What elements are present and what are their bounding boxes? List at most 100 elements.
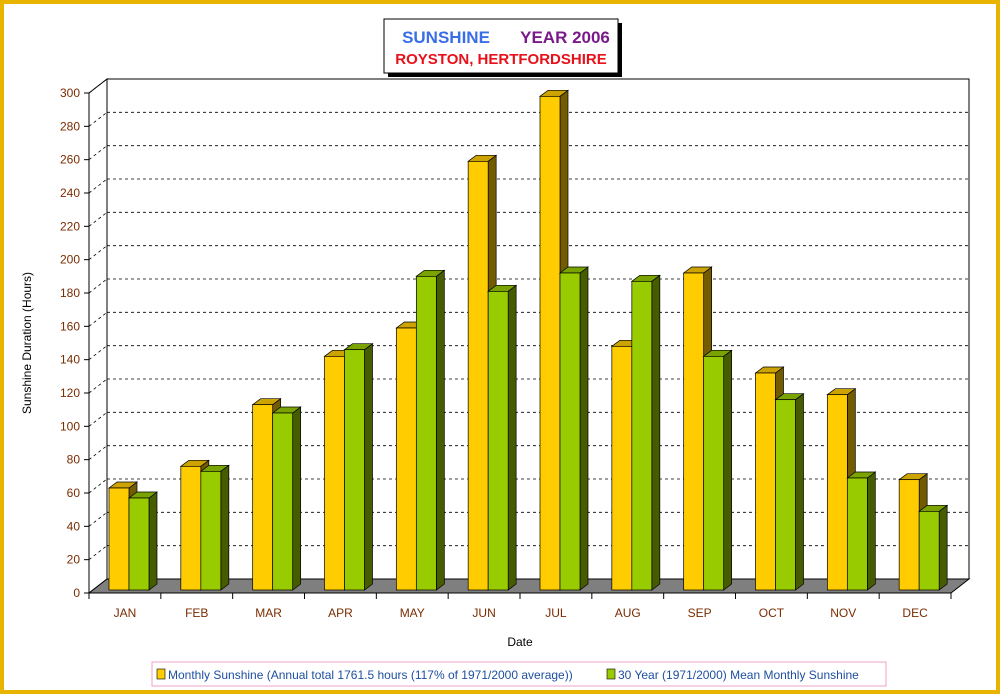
bar-mean-jul — [558, 266, 590, 591]
bar-side — [723, 349, 733, 591]
chart-title-sunshine: SUNSHINE — [402, 28, 490, 47]
bar-mean-dec — [918, 504, 949, 591]
x-tick-label: MAY — [400, 606, 425, 620]
bar-mean-mar — [271, 406, 302, 591]
bar-side — [435, 269, 445, 591]
bar-mean-feb — [199, 464, 230, 591]
x-tick-label: FEB — [185, 606, 208, 620]
y-tick-label: 60 — [67, 486, 81, 500]
bar-mean-jan — [127, 491, 159, 591]
gridline-side — [88, 145, 108, 160]
y-tick-label: 300 — [60, 86, 80, 100]
gridline-side — [88, 312, 108, 327]
chart-subtitle: ROYSTON, HERTFORDSHIRE — [395, 51, 606, 68]
bar-front — [826, 394, 848, 591]
bar-front — [108, 487, 130, 591]
bar-side — [220, 464, 230, 591]
bar-mean-jun — [487, 284, 518, 591]
bars-layer — [107, 89, 949, 591]
gridline-side — [88, 245, 108, 260]
bar-front — [846, 477, 868, 591]
bar-front — [918, 510, 940, 591]
legend-label-mean: 30 Year (1971/2000) Mean Monthly Sunshin… — [618, 668, 859, 682]
bar-mean-sep — [702, 349, 733, 591]
bar-front — [395, 327, 417, 591]
gridline-side — [88, 178, 108, 194]
x-tick-label: DEC — [902, 606, 928, 620]
bar-front — [324, 355, 345, 591]
bar-front — [272, 412, 294, 591]
y-tick-label: 280 — [60, 119, 80, 133]
legend: Monthly Sunshine (Annual total 1761.5 ho… — [151, 661, 887, 687]
x-tick-label: JUL — [545, 606, 567, 620]
gridline-side — [88, 545, 108, 560]
bar-side — [579, 266, 589, 591]
y-tick-label: 20 — [67, 553, 81, 567]
bar-front — [683, 272, 705, 591]
gridline-side — [88, 112, 108, 127]
legend-swatch-monthly — [156, 668, 166, 680]
y-tick-label: 100 — [60, 419, 80, 433]
y-tick-label: 120 — [60, 386, 80, 400]
bar-side — [938, 504, 948, 591]
axis-layer: 0 20 40 60 80 100 120 140 160 180 200 220 240 260 280 3… — [60, 86, 952, 600]
bar-side — [364, 342, 373, 591]
legend-box — [151, 661, 887, 687]
x-tick-label: JAN — [114, 606, 137, 620]
x-tick-label: MAR — [255, 606, 282, 620]
bar-front — [755, 372, 776, 591]
bar-front — [775, 399, 796, 591]
legend-label-monthly: Monthly Sunshine (Annual total 1761.5 ho… — [168, 668, 573, 682]
bar-front — [200, 470, 222, 591]
bar-mean-apr — [343, 342, 374, 591]
bar-front — [631, 280, 653, 591]
bar-front — [180, 465, 202, 591]
x-axis-label: Date — [507, 635, 533, 649]
plot-back-wall — [106, 78, 970, 580]
y-tick-label: 140 — [60, 353, 80, 367]
y-tick-label: 160 — [60, 319, 80, 333]
bar-side — [507, 284, 517, 591]
x-tick-label: APR — [328, 606, 353, 620]
bar-side — [292, 406, 302, 591]
bar-front — [415, 275, 437, 591]
bar-front — [252, 404, 274, 591]
y-axis-label: Sunshine Duration (Hours) — [20, 272, 34, 414]
bar-front — [539, 95, 561, 591]
gridline-side — [88, 345, 108, 360]
bar-front — [467, 160, 489, 591]
bar-front — [487, 290, 509, 591]
x-tick-label: SEP — [688, 606, 712, 620]
bar-front — [611, 345, 633, 591]
y-tick-label: 0 — [73, 586, 80, 600]
gridline-side — [88, 412, 108, 427]
bar-front — [898, 479, 920, 591]
x-tick-label: JUN — [472, 606, 495, 620]
grid-layer — [87, 77, 971, 595]
y-tick-label: 40 — [67, 519, 81, 533]
bar-front — [344, 349, 365, 591]
gridline-side — [88, 78, 108, 94]
bar-mean-oct — [774, 392, 805, 591]
x-tick-label: AUG — [615, 606, 641, 620]
y-tick-label: 200 — [60, 253, 80, 267]
gridline-side — [88, 512, 108, 527]
y-tick-label: 80 — [67, 453, 81, 467]
plot-side-wall — [88, 77, 108, 595]
bar-front — [128, 497, 150, 591]
x-tick-label: NOV — [830, 606, 856, 620]
gridline-side — [88, 278, 108, 294]
legend-swatch-mean — [606, 668, 616, 680]
gridline-side — [88, 445, 108, 460]
bar-side — [148, 491, 158, 591]
bar-side — [866, 471, 876, 591]
y-tick-label: 260 — [60, 153, 80, 167]
gridline-side — [88, 478, 108, 494]
title-box: SUNSHINE YEAR 2006 ROYSTON, HERTFORDSHIR… — [383, 18, 622, 77]
bar-front — [559, 272, 581, 591]
gridline-side — [88, 378, 108, 394]
chart-title-year: YEAR 2006 — [520, 28, 610, 47]
y-tick-label: 220 — [60, 219, 80, 233]
